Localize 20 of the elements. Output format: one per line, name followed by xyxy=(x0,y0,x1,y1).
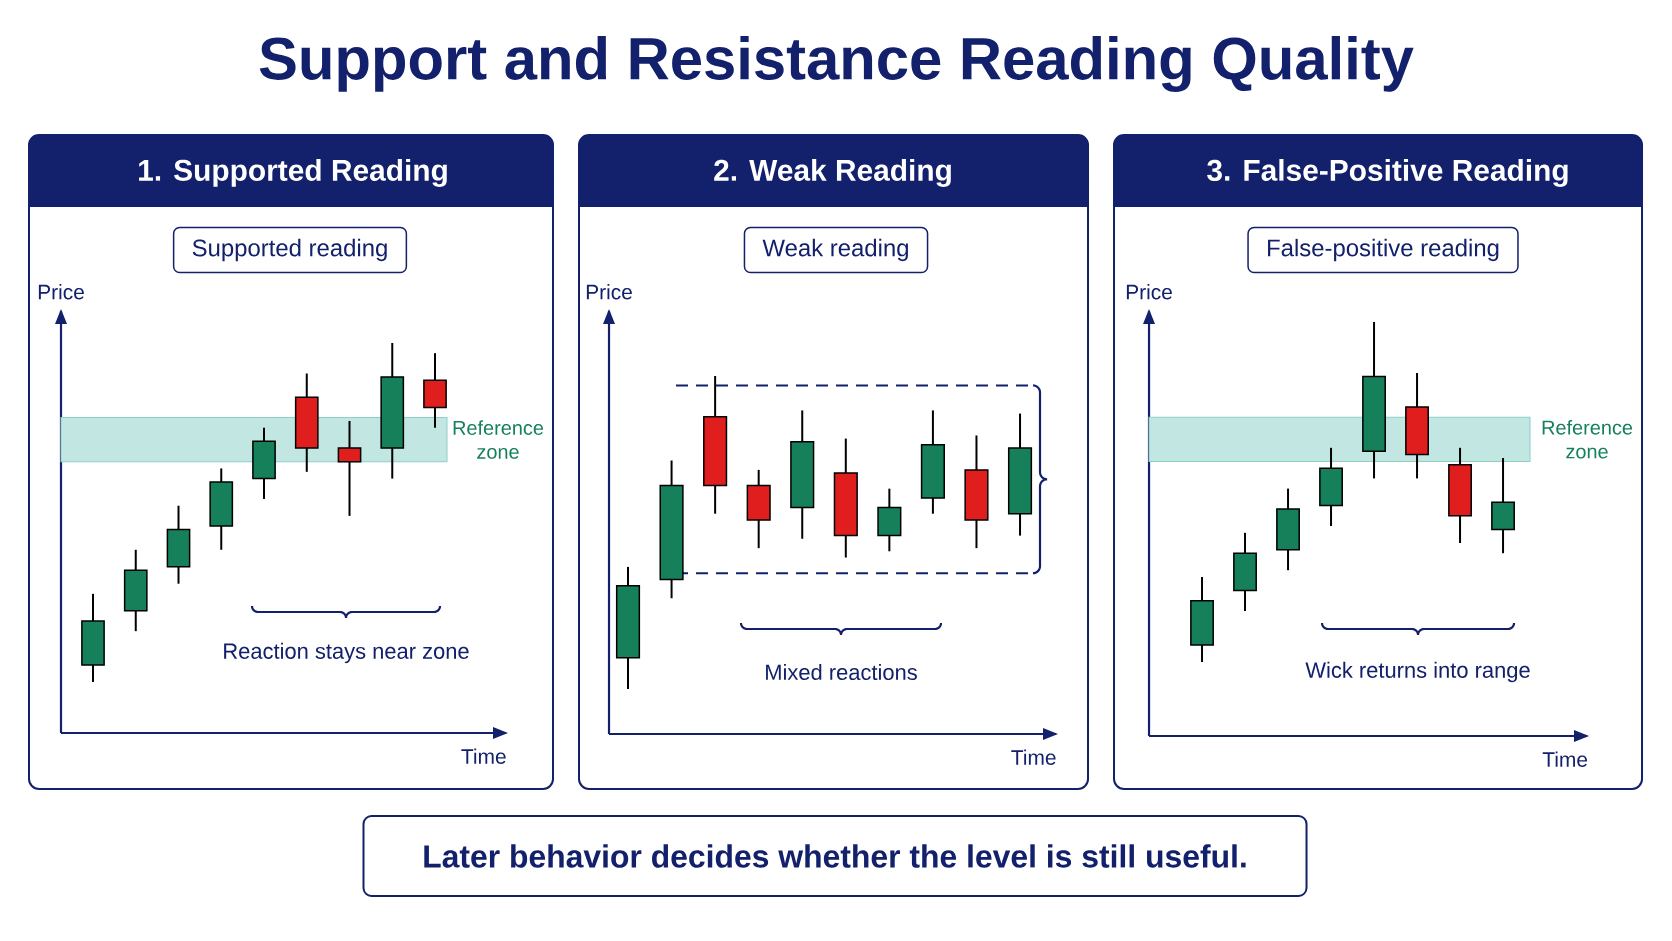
chart-title: 2. Weak Reading xyxy=(714,159,951,187)
y-axis-title: Price xyxy=(586,284,632,300)
chart-subtitle: Weak reading xyxy=(762,238,908,262)
candlestick xyxy=(337,419,362,517)
x-axis-title: Time xyxy=(1011,749,1056,765)
annotation: Mixed reactions xyxy=(766,663,917,681)
chart-subtitle: Supported reading xyxy=(192,238,387,262)
x-axis-title: Time xyxy=(1542,751,1588,767)
chart-title: 1. Supported Reading xyxy=(139,159,447,187)
chart-title: 3. False-Positive Reading xyxy=(1207,159,1568,187)
y-axis-title: Price xyxy=(1126,284,1172,300)
y-axis-title: Price xyxy=(38,284,84,300)
annotation: Wick returns into range xyxy=(1305,661,1530,683)
band-label: Reference zone xyxy=(1542,420,1633,459)
annotation: Reaction stays near zone xyxy=(224,642,469,664)
text: Later behavior decides whether the level is still useful. xyxy=(424,844,1246,868)
chart-subtitle: False-positive reading xyxy=(1268,238,1499,262)
text: Support and Resistance Reading Quality xyxy=(259,36,1414,92)
band-label: Reference zone xyxy=(453,420,544,459)
x-axis-title: Time xyxy=(461,748,506,764)
